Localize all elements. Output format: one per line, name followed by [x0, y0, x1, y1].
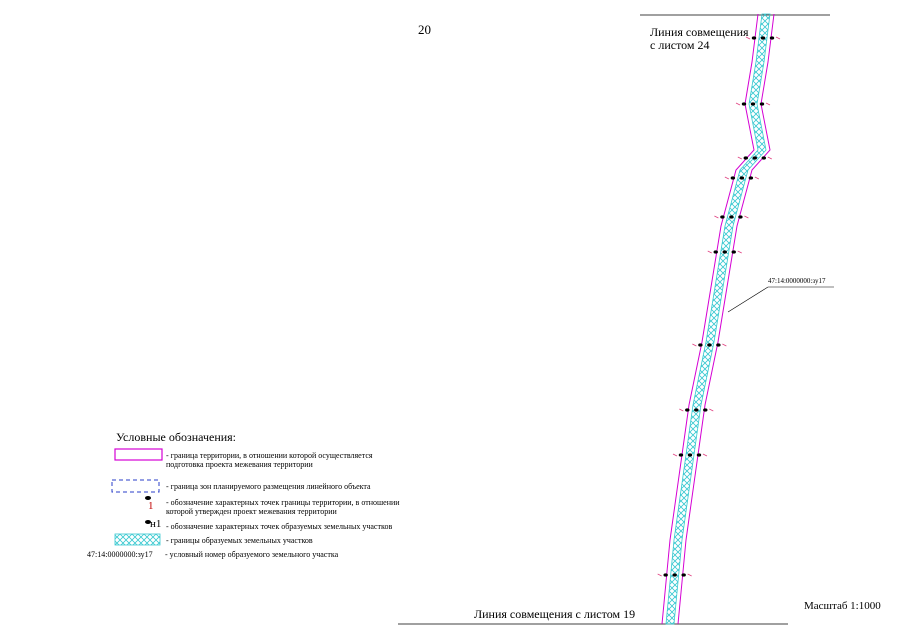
- point-label-tick: [737, 250, 742, 254]
- legend-marker-label-red: 1: [148, 500, 154, 512]
- legend-text-number: - условный номер образуемого земельного …: [165, 550, 339, 559]
- characteristic-point: [703, 408, 708, 412]
- point-label-tick: [744, 215, 749, 219]
- characteristic-points: [657, 36, 781, 577]
- page-number: 20: [418, 22, 431, 37]
- characteristic-point: [739, 176, 745, 180]
- point-label-tick: [692, 343, 697, 347]
- territory-boundary-left: [661, 13, 759, 625]
- legend-symbol-point-red: [145, 496, 151, 500]
- characteristic-point: [696, 453, 702, 457]
- characteristic-point: [685, 408, 690, 412]
- point-label-tick: [737, 156, 742, 160]
- legend-title: Условные обозначения:: [116, 430, 237, 444]
- characteristic-point: [694, 408, 699, 412]
- characteristic-point: [743, 156, 748, 160]
- legend-symbol-zone: [111, 479, 160, 493]
- characteristic-point: [750, 102, 756, 106]
- scale-label: Масштаб 1:1000: [804, 600, 881, 612]
- territory-boundary-right: [677, 13, 775, 625]
- point-label-tick: [687, 573, 692, 577]
- point-label-tick: [679, 408, 684, 412]
- legend-sample-number: 47:14:0000000:зу17: [87, 550, 153, 559]
- match-line-bottom-label: Линия совмещения с листом 19: [474, 607, 636, 621]
- parcel-strip: [665, 13, 771, 625]
- characteristic-point: [741, 102, 747, 106]
- match-line-top-label: Линия совмещения с листом 24: [650, 25, 749, 52]
- point-label-tick: [754, 176, 760, 180]
- characteristic-point: [761, 156, 766, 160]
- characteristic-point: [678, 453, 684, 457]
- parcel-callout-leader: [727, 286, 769, 313]
- characteristic-point: [729, 215, 734, 219]
- point-label-tick: [722, 343, 727, 347]
- point-label-tick: [714, 215, 719, 219]
- legend-text-hatch: - границы образуемых земельных участков: [166, 536, 313, 545]
- point-label-tick: [735, 102, 741, 106]
- point-label-tick: [709, 408, 714, 412]
- legend-marker-label-black: н1: [150, 518, 162, 530]
- legend-symbol-hatch: [114, 533, 161, 546]
- characteristic-point: [752, 156, 757, 160]
- characteristic-point: [730, 176, 736, 180]
- point-label-tick: [775, 36, 781, 40]
- legend-symbol-territory: [114, 448, 163, 461]
- characteristic-point: [681, 573, 686, 577]
- characteristic-point: [716, 343, 721, 347]
- point-label-tick: [724, 176, 730, 180]
- characteristic-point: [713, 250, 718, 254]
- characteristic-point: [738, 215, 743, 219]
- characteristic-point: [722, 250, 727, 254]
- characteristic-point: [672, 573, 677, 577]
- characteristic-point: [759, 102, 765, 106]
- point-label-tick: [657, 573, 662, 577]
- legend-text-territory: - граница территории, в отношении которо…: [166, 451, 373, 469]
- point-label-tick: [707, 250, 712, 254]
- legend-text-point-parcel: - обозначение характерных точек образуем…: [166, 522, 393, 531]
- parcel-callout-label: 47:14:0000000:зу17: [768, 277, 826, 285]
- characteristic-point: [751, 36, 757, 40]
- characteristic-point: [760, 36, 766, 40]
- point-label-tick: [672, 453, 678, 457]
- legend-text-point-approved: - обозначение характерных точек границы …: [166, 498, 400, 516]
- point-label-tick: [767, 156, 772, 160]
- point-label-tick: [702, 453, 708, 457]
- characteristic-point: [769, 36, 775, 40]
- legend-text-zone: - граница зон планируемого размещения ли…: [166, 482, 371, 491]
- characteristic-point: [731, 250, 736, 254]
- characteristic-point: [720, 215, 725, 219]
- point-label-tick: [745, 36, 751, 40]
- characteristic-point: [748, 176, 754, 180]
- characteristic-point: [698, 343, 703, 347]
- characteristic-point: [707, 343, 712, 347]
- characteristic-point: [663, 573, 668, 577]
- legend-symbol-point-black: [145, 520, 151, 524]
- point-label-tick: [765, 102, 771, 106]
- characteristic-point: [687, 453, 693, 457]
